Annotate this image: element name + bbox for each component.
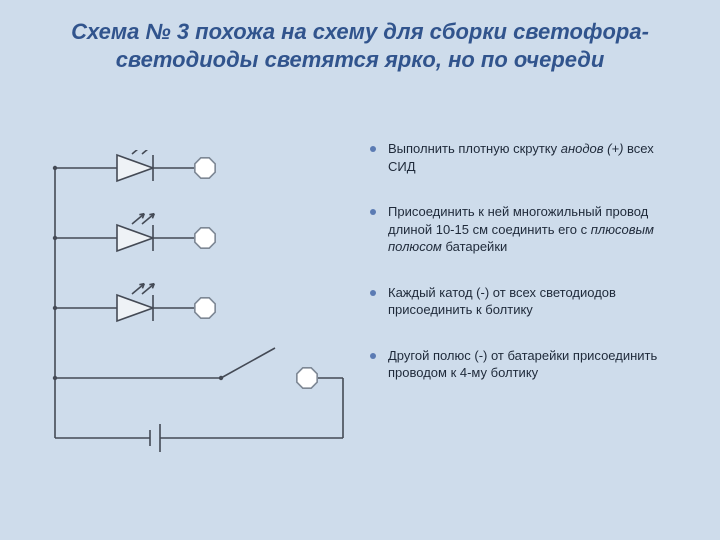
led-arrow-icon [132, 284, 144, 294]
led-arrow-icon [142, 150, 154, 154]
bullet-text: Каждый катод (-) от всех светодиодов при… [388, 285, 616, 318]
node-dot [53, 236, 57, 240]
node-dot [53, 306, 57, 310]
node-dot [53, 166, 57, 170]
led-arrow-icon [132, 214, 144, 224]
terminal-octagon [297, 368, 317, 388]
circuit-diagram [45, 150, 375, 490]
slide: Схема № 3 похожа на схему для сборки све… [0, 0, 720, 540]
switch-arm [221, 348, 275, 378]
node-dot [53, 376, 57, 380]
diode-triangle [117, 155, 153, 181]
slide-title: Схема № 3 похожа на схему для сборки све… [0, 18, 720, 73]
diode-triangle [117, 295, 153, 321]
bullet-item: Другой полюс (-) от батарейки присоедини… [370, 347, 680, 382]
led-arrow-icon [149, 214, 154, 215]
bullet-emphasis: анодов (+) [561, 141, 624, 156]
led-arrow-icon [139, 284, 144, 285]
bullet-text: батарейки [442, 239, 507, 254]
diode-triangle [117, 225, 153, 251]
led-arrow-icon [149, 284, 154, 285]
terminal-octagon [195, 158, 215, 178]
led-arrow-icon [139, 214, 144, 215]
bullet-text: Выполнить плотную скрутку [388, 141, 561, 156]
bullet-item: Присоединить к ней многожильный провод д… [370, 203, 680, 256]
terminal-octagon [195, 228, 215, 248]
bullet-item: Каждый катод (-) от всех светодиодов при… [370, 284, 680, 319]
bullet-item: Выполнить плотную скрутку анодов (+) все… [370, 140, 680, 175]
terminal-octagon [195, 298, 215, 318]
bullet-text: Другой полюс (-) от батарейки присоедини… [388, 348, 657, 381]
bullet-list: Выполнить плотную скрутку анодов (+) все… [370, 140, 680, 410]
